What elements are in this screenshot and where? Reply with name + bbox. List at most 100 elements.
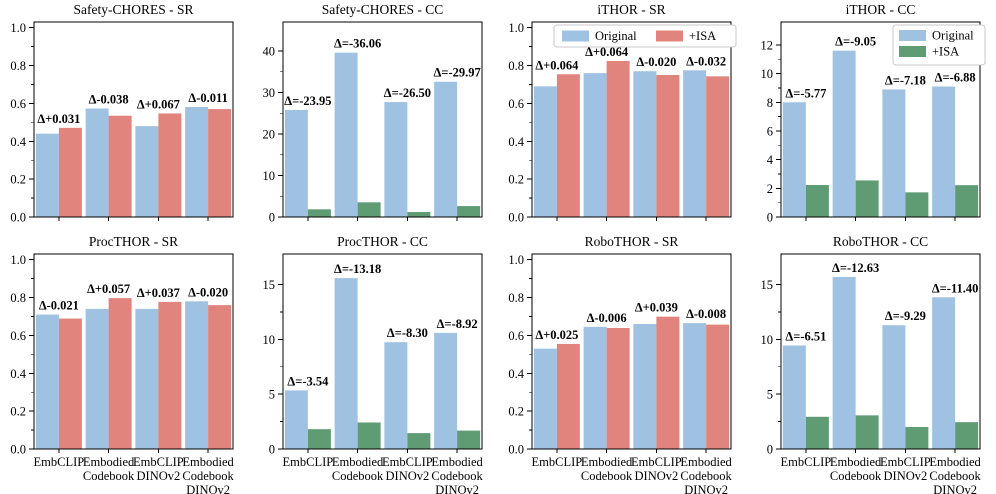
x-tick-label: Codebook (332, 469, 384, 483)
y-tick-label: 6 (767, 124, 773, 138)
axes-frame (33, 253, 234, 450)
bar-original (832, 277, 856, 449)
y-tick-label: 0 (767, 211, 773, 225)
y-tick-label: 1.0 (10, 21, 26, 35)
delta-annotation: Δ+0.057 (87, 282, 130, 296)
chart-canvas: Δ+0.025 Δ-0.006 Δ+0.039 Δ-0.008 0.0 0.2 0.4 0.6… (508, 253, 732, 494)
delta-annotation: Δ=-11.40 (932, 281, 979, 295)
x-tick-label: EmbCLIP (283, 455, 334, 469)
delta-annotation: Δ=-9.29 (885, 309, 926, 323)
x-tick-label: DINOv2 (435, 483, 479, 494)
y-tick-label: 10 (263, 169, 276, 183)
bar-original (284, 390, 308, 449)
bar-original (85, 308, 109, 449)
bar-original (185, 301, 209, 449)
axes-frame (531, 253, 732, 450)
x-tick-label: EmbCLIP (631, 455, 682, 469)
y-tick-label: 1.0 (10, 253, 26, 267)
chart-robothor-sr: RoboTHOR - SR Δ+0.025 Δ-0.006 Δ+0.039 Δ-0.0… (498, 232, 747, 494)
delta-annotation: Δ=-23.95 (284, 94, 331, 108)
delta-annotation: Δ+0.025 (535, 328, 578, 342)
chart-title: iTHOR - SR (597, 2, 666, 17)
x-tick-label: Embodied (581, 455, 633, 469)
bar-isa (606, 61, 630, 217)
y-tick-label: 0.6 (508, 329, 524, 343)
delta-annotation: Δ-0.021 (39, 299, 79, 313)
x-tick-label: EmbCLIP (532, 455, 583, 469)
delta-annotation: Δ=-36.06 (334, 37, 381, 51)
y-tick-label: 10 (761, 333, 774, 347)
bar-original (683, 323, 707, 449)
y-tick-label: 0.0 (508, 443, 524, 457)
delta-annotation: Δ=-12.63 (832, 261, 879, 275)
bar-original (633, 71, 657, 217)
y-tick-label: 15 (761, 278, 774, 292)
delta-annotation: Δ=-9.05 (835, 35, 876, 49)
bar-original (135, 308, 159, 449)
delta-annotation: Δ=-8.92 (437, 317, 478, 331)
delta-annotation: Δ=-26.50 (384, 86, 431, 100)
bar-isa (457, 430, 481, 449)
x-tick-label: Embodied (680, 455, 732, 469)
bar-original (882, 89, 906, 217)
bar-isa (208, 305, 232, 449)
delta-annotation: Δ=-13.18 (334, 262, 381, 276)
x-tick-label: Codebook (680, 469, 732, 483)
x-tick-label: Embodied (929, 455, 981, 469)
bar-original (533, 348, 557, 449)
chart-title: RoboTHOR - CC (832, 234, 929, 249)
chart-title: ProcTHOR - CC (337, 234, 428, 249)
y-tick-label: 0.8 (10, 291, 26, 305)
bar-isa (905, 426, 929, 449)
x-tick-label: Codebook (182, 469, 234, 483)
chart-procthor-sr: ProcTHOR - SR Δ-0.021 Δ+0.057 Δ+0.037 Δ-0.0… (0, 232, 249, 494)
y-tick-label: 8 (767, 96, 773, 110)
bar-isa (357, 202, 381, 217)
y-tick-label: 0.2 (508, 405, 524, 419)
bar-isa (457, 206, 481, 217)
x-tick-label: DINOv2 (635, 469, 679, 483)
bar-original (932, 86, 956, 217)
chart-title: ProcTHOR - SR (88, 234, 179, 249)
y-tick-label: 0.2 (10, 173, 26, 187)
bar-isa (855, 415, 879, 449)
bar-original (334, 278, 358, 449)
x-tick-label: EmbCLIP (34, 455, 85, 469)
bar-isa (58, 318, 82, 449)
y-tick-label: 0 (269, 211, 275, 225)
bar-isa (208, 109, 232, 217)
y-tick-label: 0.0 (10, 211, 26, 225)
chart-canvas: Δ+0.064 Δ+0.064 Δ-0.020 Δ-0.032 0.0 0.2 0.4 0.6… (508, 21, 737, 225)
bar-original (384, 342, 408, 449)
chart-procthor-cc: ProcTHOR - CC Δ=-3.54 Δ=-13.18 Δ=-8.30 Δ=-8… (249, 232, 498, 494)
delta-annotation: Δ=-8.30 (387, 326, 428, 340)
delta-annotation: Δ-0.020 (636, 55, 676, 69)
chart-title: Safety-CHORES - SR (73, 2, 194, 17)
chart-canvas: Δ=-5.77 Δ=-9.05 Δ=-7.18 Δ=-6.88 0 2 4 6 8 10 12 Ori… (761, 21, 986, 225)
bar-isa (955, 185, 979, 217)
bar-original (782, 102, 806, 217)
legend-swatch (656, 30, 683, 42)
x-tick-label: Codebook (83, 469, 135, 483)
y-tick-label: 0.4 (10, 135, 26, 149)
y-tick-label: 0.8 (508, 291, 524, 305)
y-tick-label: 1.0 (508, 21, 524, 35)
x-tick-label: Codebook (431, 469, 483, 483)
bar-isa (905, 192, 929, 217)
x-tick-label: DINOv2 (186, 483, 230, 494)
bar-original (533, 86, 557, 218)
chart-title: iTHOR - CC (845, 2, 916, 17)
y-tick-label: 20 (263, 128, 276, 142)
delta-annotation: Δ=-7.18 (885, 73, 926, 87)
legend-swatch (899, 30, 926, 41)
x-tick-label: DINOv2 (137, 469, 181, 483)
chart-safety-chores-cc: Safety-CHORES - CC Δ=-23.95 Δ=-36.06 Δ=-26… (249, 0, 498, 232)
chart-canvas: Δ=-23.95 Δ=-36.06 Δ=-26.50Δ=-29.97 0 10 20 30 4… (263, 21, 483, 225)
bar-original (932, 297, 956, 449)
chart-ithor-sr: iTHOR - SR Δ+0.064 Δ+0.064 Δ-0.020 Δ-0.032 0… (498, 0, 747, 232)
axes-frame (282, 21, 483, 218)
legend-swatch (562, 30, 589, 42)
x-tick-label: Codebook (581, 469, 633, 483)
y-tick-label: 15 (263, 278, 276, 292)
chart-title: Safety-CHORES - CC (321, 2, 444, 17)
